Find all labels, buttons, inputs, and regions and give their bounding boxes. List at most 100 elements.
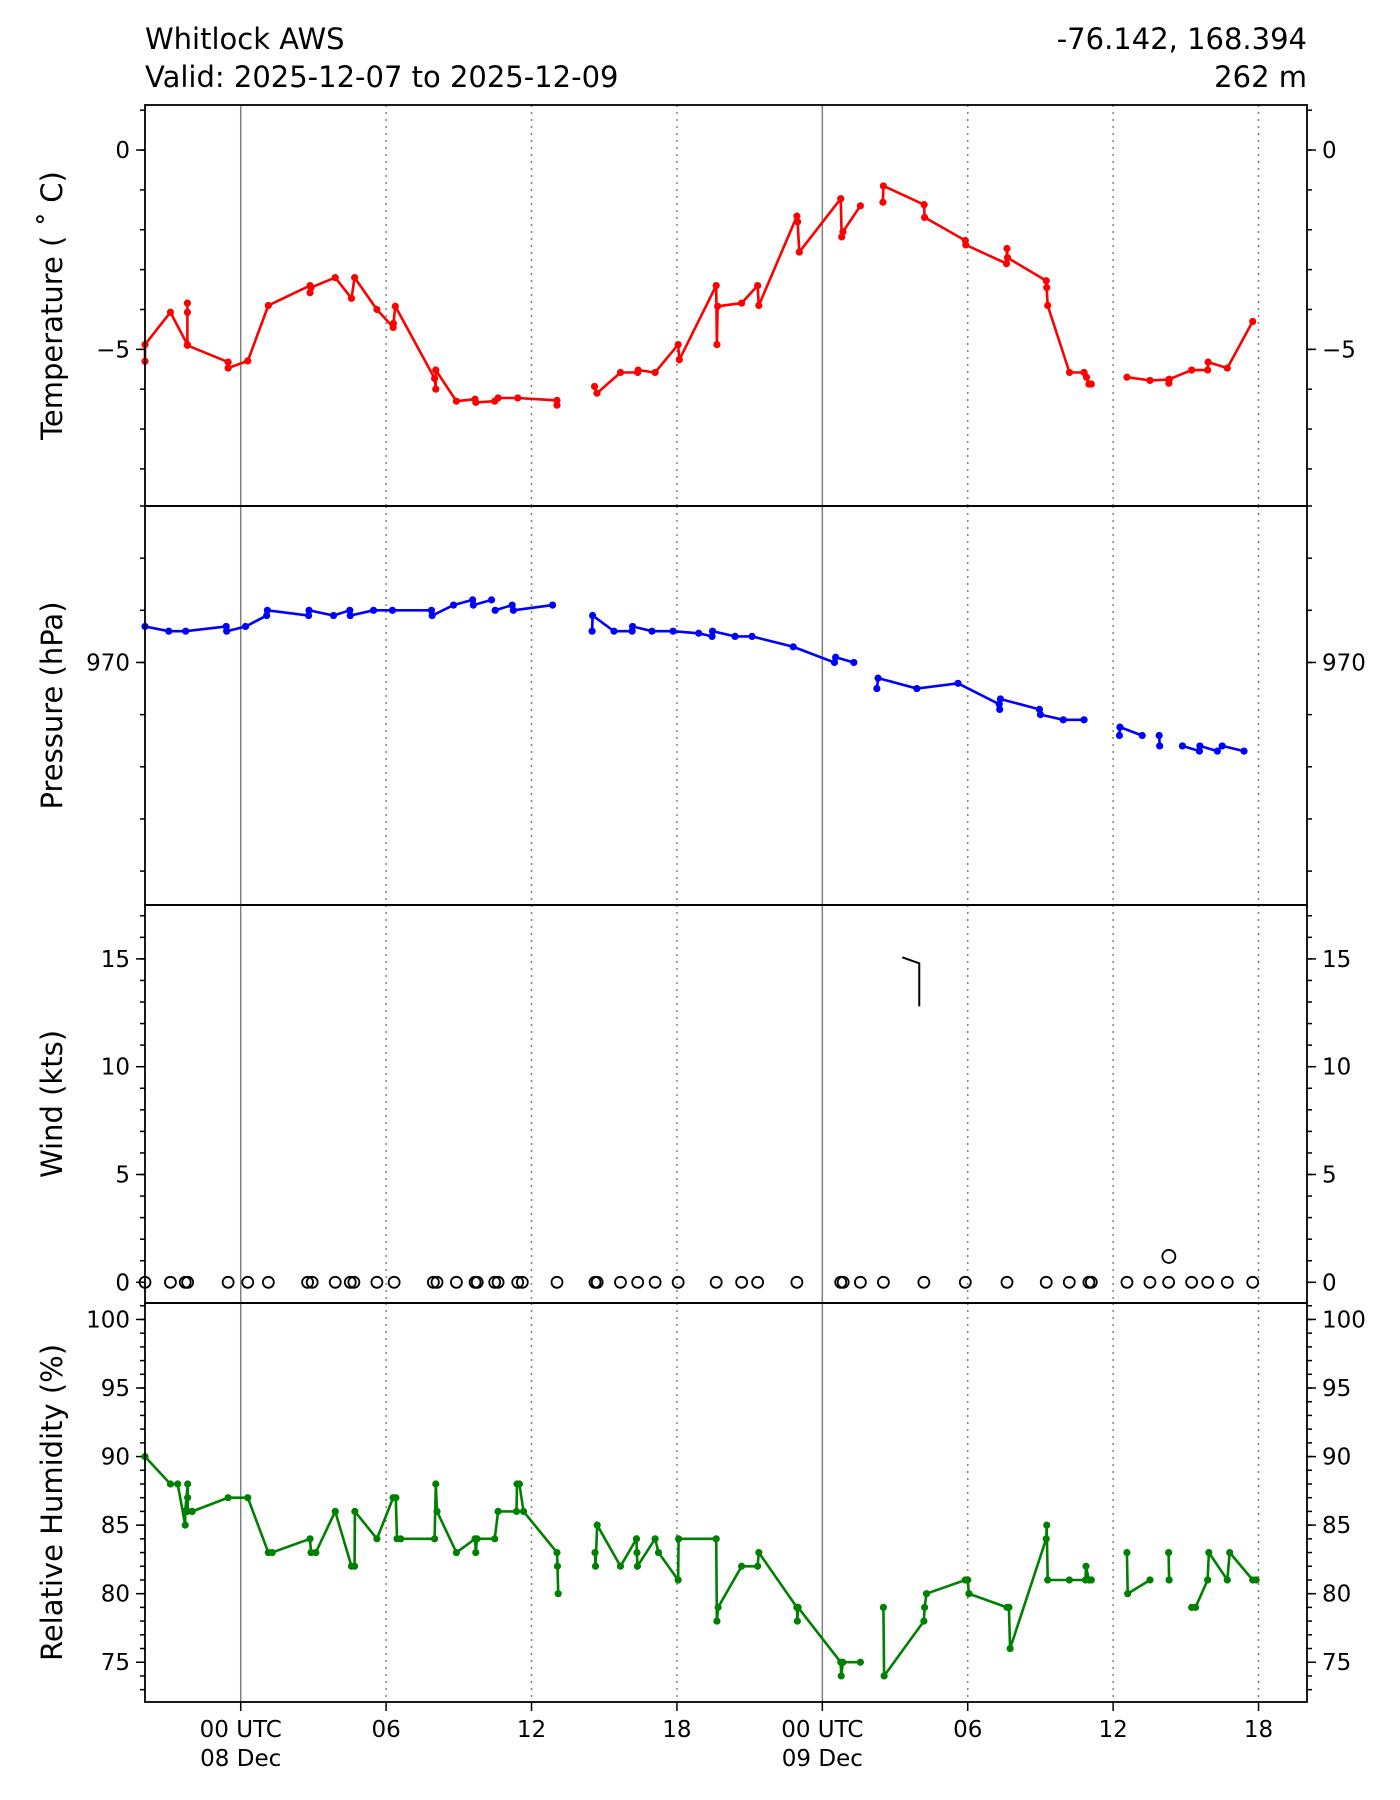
temperature-point [373, 305, 381, 314]
temperature-point [674, 340, 682, 349]
pressure-line [590, 612, 855, 665]
relative_humidity-point [491, 1535, 499, 1543]
calm-wind-circle [470, 1275, 484, 1289]
relative_humidity-point [920, 1617, 928, 1625]
relative_humidity-point [331, 1507, 339, 1516]
pressure-point [695, 629, 703, 637]
temperature-point [514, 394, 522, 402]
calm-wind-circle [751, 1275, 765, 1289]
relative_humidity-point [675, 1535, 683, 1543]
temperature-point [183, 341, 192, 349]
pressure-line [1182, 744, 1245, 753]
relative_humidity-point [1223, 1576, 1231, 1584]
y-axis-label: Relative Humidity (%) [35, 1344, 69, 1661]
temperature-point [837, 195, 845, 203]
panel-frame [144, 1302, 1308, 1703]
relative_humidity-point [224, 1494, 232, 1502]
station-title: Whitlock AWS [145, 22, 345, 56]
temperature-line [1126, 320, 1254, 384]
temperature-point [1042, 277, 1050, 285]
relative_humidity-point [373, 1535, 381, 1543]
calm-wind-circle [1039, 1275, 1053, 1289]
station-coords: -76.142, 168.394 [1057, 22, 1307, 56]
relative_humidity-point [1044, 1576, 1052, 1584]
pressure-point [874, 674, 882, 682]
relative_humidity-point [755, 1548, 763, 1557]
temperature-point [738, 299, 746, 307]
relative_humidity-point [714, 1603, 722, 1611]
temperature-point [1082, 373, 1091, 381]
relative_humidity-point [880, 1672, 888, 1680]
panel-wind: 0 0 5 5 10 10 15 15 Wind (kts) [35, 904, 1351, 1304]
temperature-point [879, 182, 887, 190]
relative_humidity-point [432, 1480, 440, 1488]
pressure-point [428, 611, 436, 620]
calm-wind-circle [305, 1275, 319, 1289]
y-tick-label-right: 75 [1322, 1650, 1351, 1676]
pressure-point [329, 611, 338, 620]
pressure-point [1240, 747, 1248, 755]
valid-range: Valid: 2025-12-07 to 2025-12-09 [145, 60, 619, 94]
temperature-point [1188, 366, 1196, 374]
temperature-point [590, 382, 599, 391]
relative_humidity-point [633, 1548, 641, 1557]
temperature-point [494, 394, 502, 402]
x-tick-label: 00 UTC [781, 1717, 863, 1743]
calm-wind-circle [450, 1275, 463, 1289]
calm-wind-circle [590, 1275, 604, 1289]
relative_humidity-line [1125, 1552, 1151, 1596]
temperature-point [712, 281, 720, 290]
calm-wind-circle [221, 1275, 235, 1289]
relative_humidity-point [1087, 1576, 1095, 1584]
pressure-point [369, 606, 378, 614]
temperature-line [593, 195, 862, 396]
temperature-point [183, 308, 192, 316]
calm-wind-circle [1246, 1275, 1260, 1289]
temperature-point [754, 281, 762, 290]
relative_humidity-point [1082, 1562, 1090, 1570]
relative_humidity-point [738, 1562, 746, 1570]
pressure-line [144, 598, 492, 633]
temperature-point [634, 366, 642, 374]
y-tick-label: 5 [115, 1163, 130, 1189]
y-tick-label-right: 970 [1322, 650, 1366, 676]
calm-wind-circle [1162, 1275, 1176, 1289]
temperature-point [793, 212, 801, 220]
pressure-point [182, 627, 190, 635]
pressure-point [449, 601, 458, 609]
y-tick-label-right: 80 [1322, 1582, 1351, 1608]
pressure-point [388, 606, 397, 614]
pressure-point [1213, 747, 1221, 755]
calm-wind-circle [735, 1275, 749, 1289]
temperature-point [1087, 380, 1095, 388]
calm-wind-circle [790, 1275, 804, 1289]
pressure-point [1195, 747, 1204, 755]
relative_humidity-point [591, 1562, 600, 1570]
x-tick-label: 18 [1244, 1717, 1273, 1743]
temperature-point [553, 401, 561, 409]
relative_humidity-point [1146, 1576, 1154, 1584]
pressure-point [469, 601, 477, 609]
calm-wind-circle [328, 1275, 342, 1289]
temperature-point [391, 302, 399, 310]
relative_humidity-point [519, 1507, 528, 1516]
relative_humidity-point [188, 1507, 196, 1516]
light-wind-circle [1161, 1249, 1177, 1264]
relative_humidity-point [591, 1548, 599, 1557]
temperature-point [1204, 358, 1212, 366]
pressure-point [346, 606, 354, 614]
temperature-point [1123, 373, 1131, 381]
temperature-point [166, 308, 175, 316]
relative_humidity-point [879, 1603, 887, 1611]
panel-frame [144, 505, 1308, 906]
y-tick-label: 0 [115, 138, 130, 164]
panel-relative_humidity: 75 75 80 80 85 85 90 90 95 95 100 100 Relative Humid… [35, 1302, 1366, 1703]
temperature-point [347, 294, 356, 302]
pressure-point [1218, 742, 1226, 750]
y-tick-label: 90 [101, 1445, 130, 1471]
calm-wind-circle [261, 1275, 275, 1289]
temperature-point [452, 397, 461, 405]
pressure-point [165, 627, 173, 635]
temperature-point [1165, 375, 1173, 383]
relative_humidity-point [1165, 1548, 1173, 1557]
